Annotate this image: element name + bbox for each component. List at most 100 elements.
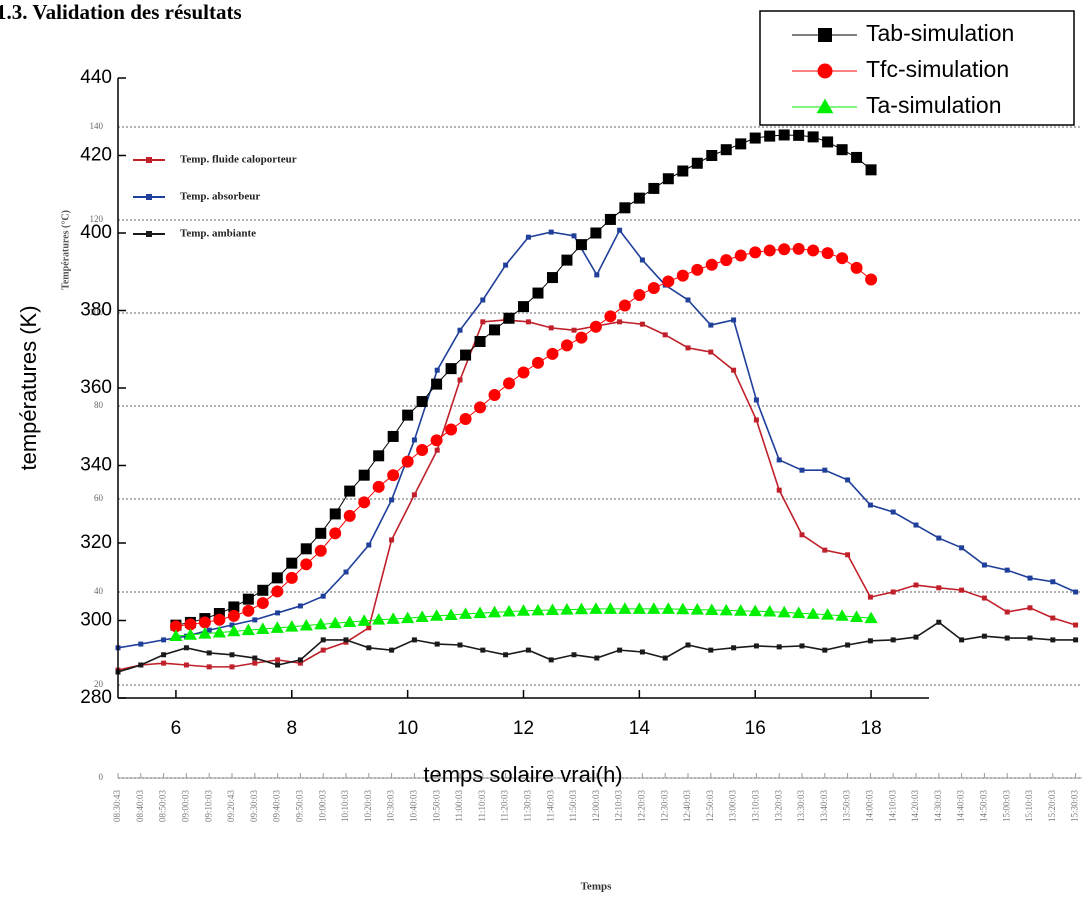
marker	[416, 396, 428, 408]
bg-marker	[685, 345, 691, 351]
marker	[343, 509, 356, 522]
bg-marker	[1050, 637, 1056, 643]
bg-marker	[161, 637, 167, 643]
bg-marker	[890, 509, 896, 515]
bg-marker	[867, 502, 873, 508]
bg-marker	[1027, 575, 1033, 581]
bg-marker	[776, 457, 782, 463]
bg-y-tick-label: 120	[90, 214, 104, 224]
marker	[531, 356, 544, 369]
marker	[503, 377, 516, 390]
marker	[865, 164, 877, 176]
bg-marker	[685, 642, 691, 648]
bg-x-tick-label: 13:00:03	[728, 790, 738, 823]
bg-marker	[161, 660, 167, 666]
bg-legend-marker	[146, 231, 152, 237]
bg-x-tick-label: 13:50:03	[842, 790, 852, 823]
marker	[618, 299, 631, 312]
bg-marker	[434, 641, 440, 647]
marker	[256, 622, 270, 634]
marker	[864, 611, 878, 624]
marker	[818, 28, 832, 42]
marker	[719, 603, 733, 616]
bg-marker	[320, 637, 326, 643]
bg-x-tick-label: 11:20:03	[500, 790, 510, 822]
bg-x-tick-label: 09:30:03	[249, 790, 259, 823]
bg-x-tick-label: 14:00:03	[864, 790, 874, 823]
bg-marker	[867, 638, 873, 644]
bg-x-tick-label: 14:30:03	[933, 790, 943, 823]
bg-x-tick-label: 15:10:03	[1024, 790, 1034, 823]
marker	[329, 508, 341, 520]
bg-marker	[138, 641, 144, 647]
bg-y-tick-label: 60	[94, 493, 104, 503]
marker	[662, 275, 675, 288]
bg-x-tick-label: 11:00:03	[454, 790, 464, 822]
bg-marker	[913, 582, 919, 588]
marker	[619, 202, 631, 214]
marker	[661, 602, 675, 614]
marker	[184, 618, 197, 631]
bg-marker	[845, 552, 851, 558]
bg-x-tick-label: 13:10:03	[750, 790, 760, 823]
bg-marker	[525, 319, 531, 325]
bg-legend-label: Temp. absorbeur	[180, 191, 260, 203]
bg-x-label: Temps	[581, 881, 612, 893]
marker	[271, 572, 283, 584]
bg-marker	[890, 637, 896, 643]
legend-label: Tab-simulation	[866, 20, 1014, 46]
bg-marker	[731, 645, 737, 651]
bg-marker	[457, 377, 463, 383]
marker	[314, 544, 327, 557]
bg-marker	[434, 367, 440, 373]
bg-y-tick-label: 80	[94, 400, 104, 410]
bg-marker	[936, 585, 942, 591]
marker	[458, 607, 473, 619]
series-line	[175, 134, 872, 626]
marker	[705, 258, 718, 271]
bg-marker	[753, 417, 759, 423]
bg-marker	[731, 367, 737, 373]
bg-x-tick-label: 09:10:03	[203, 790, 213, 823]
bg-marker	[845, 477, 851, 483]
marker	[545, 603, 560, 615]
marker	[822, 136, 834, 148]
bg-marker	[229, 622, 235, 628]
bg-x-tick-label: 13:40:03	[819, 790, 829, 823]
marker	[286, 557, 298, 569]
marker	[691, 157, 703, 169]
bg-marker	[662, 332, 668, 338]
bg-marker	[503, 652, 509, 658]
bg-x-tick-label: 13:20:03	[773, 790, 783, 823]
marker	[329, 527, 342, 540]
bg-marker	[731, 317, 737, 323]
x-tick-label: 16	[745, 718, 766, 739]
bg-x-tick-label: 13:30:03	[796, 790, 806, 823]
marker	[444, 608, 458, 621]
y-tick-label: 360	[80, 377, 112, 398]
bg-marker	[206, 650, 212, 656]
bg-x-tick-label: 11:30:03	[522, 790, 532, 822]
marker	[257, 584, 269, 596]
bg-marker	[1027, 635, 1033, 641]
x-axis-label: temps solaire vrai(h)	[423, 762, 622, 787]
marker	[735, 138, 747, 150]
bg-marker	[617, 319, 623, 325]
bg-marker	[571, 327, 577, 333]
marker	[445, 423, 458, 436]
marker	[285, 620, 299, 632]
legend-label: Tfc-simulation	[866, 56, 1009, 82]
bg-marker	[457, 327, 463, 333]
bg-marker	[776, 644, 782, 650]
marker	[430, 434, 443, 447]
y-tick-label: 420	[80, 145, 112, 166]
bg-x-tick-label: 09:00:03	[180, 790, 190, 823]
y-tick-label: 400	[80, 222, 112, 243]
bg-marker	[252, 617, 258, 623]
marker	[821, 608, 835, 620]
bg-marker	[753, 397, 759, 403]
bg-y-label: Températures (°C)	[60, 210, 71, 290]
marker	[372, 613, 386, 625]
y-axis-label: températures (K)	[16, 305, 41, 470]
marker	[415, 610, 429, 622]
